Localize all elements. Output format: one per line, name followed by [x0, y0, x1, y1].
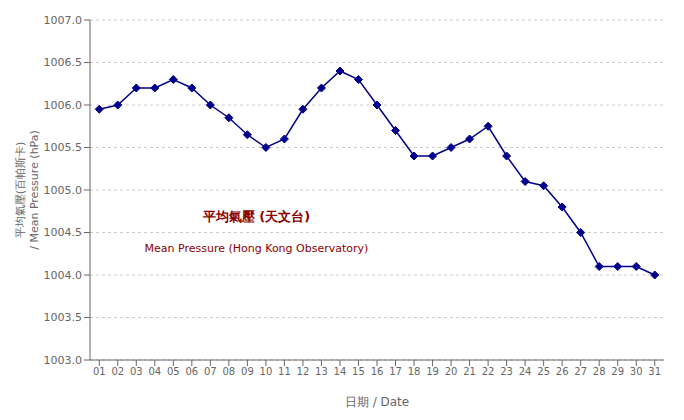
svg-text:01: 01 — [93, 366, 106, 377]
svg-text:17: 17 — [389, 366, 402, 377]
svg-text:1004.5: 1004.5 — [44, 226, 83, 239]
svg-text:1006.0: 1006.0 — [44, 99, 83, 112]
svg-text:1007.0: 1007.0 — [44, 14, 83, 27]
svg-text:03: 03 — [130, 366, 143, 377]
svg-text:27: 27 — [574, 366, 587, 377]
svg-text:30: 30 — [630, 366, 643, 377]
svg-text:1005.0: 1005.0 — [44, 184, 83, 197]
svg-text:08: 08 — [223, 366, 236, 377]
svg-text:15: 15 — [352, 366, 365, 377]
svg-text:12: 12 — [297, 366, 310, 377]
svg-text:07: 07 — [204, 366, 217, 377]
svg-text:10: 10 — [260, 366, 273, 377]
svg-text:19: 19 — [426, 366, 439, 377]
svg-text:18: 18 — [408, 366, 421, 377]
svg-text:09: 09 — [241, 366, 254, 377]
svg-text:日期 / Date: 日期 / Date — [345, 395, 409, 409]
svg-text:1004.0: 1004.0 — [44, 269, 83, 282]
svg-text:21: 21 — [463, 366, 476, 377]
svg-text:20: 20 — [445, 366, 458, 377]
svg-text:1006.5: 1006.5 — [44, 56, 83, 69]
svg-text:29: 29 — [611, 366, 624, 377]
svg-text:31: 31 — [648, 366, 661, 377]
svg-text:1003.5: 1003.5 — [44, 311, 83, 324]
svg-text:11: 11 — [278, 366, 291, 377]
html-text:平均氣壓 (天文台): 平均氣壓 (天文台) — [202, 209, 311, 225]
svg-text:1005.5: 1005.5 — [44, 141, 83, 154]
svg-text:28: 28 — [593, 366, 606, 377]
svg-text:23: 23 — [500, 366, 513, 377]
svg-text:16: 16 — [371, 366, 384, 377]
svg-text:26: 26 — [556, 366, 569, 377]
svg-text:14: 14 — [334, 366, 347, 377]
svg-text:25: 25 — [537, 366, 550, 377]
svg-text:1003.0: 1003.0 — [44, 354, 83, 367]
svg-text:04: 04 — [148, 366, 161, 377]
svg-text:24: 24 — [519, 366, 532, 377]
svg-text:02: 02 — [111, 366, 124, 377]
svg-text:平均氣壓(百帕斯卡)/ Mean Pressure (hPa: 平均氣壓(百帕斯卡)/ Mean Pressure (hPa) — [14, 130, 41, 250]
svg-text:05: 05 — [167, 366, 180, 377]
svg-text:13: 13 — [315, 366, 328, 377]
svg-text:06: 06 — [185, 366, 198, 377]
html-text:Mean Pressure (Hong Kong Obser: Mean Pressure (Hong Kong Observatory) — [144, 241, 369, 255]
svg-text:22: 22 — [482, 366, 495, 377]
